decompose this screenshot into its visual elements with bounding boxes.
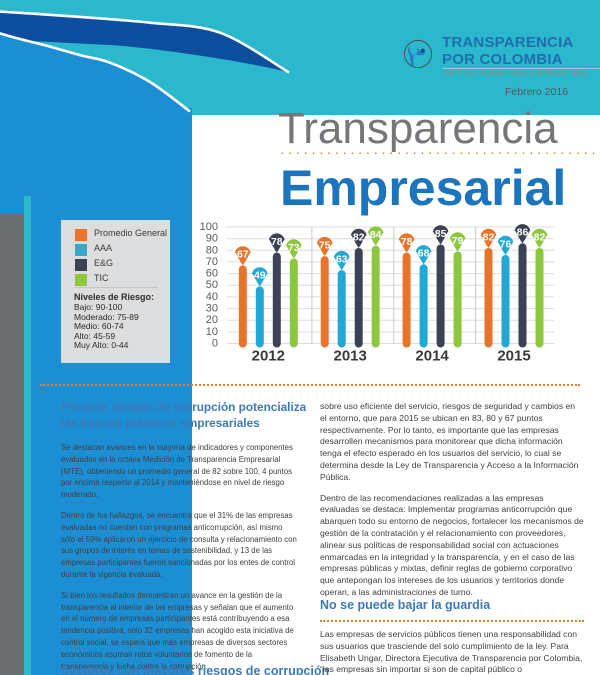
svg-text:79: 79 <box>452 235 464 247</box>
svg-text:2013: 2013 <box>334 348 367 365</box>
svg-text:86: 86 <box>517 227 529 239</box>
svg-text:82: 82 <box>534 231 546 243</box>
svg-text:78: 78 <box>401 236 413 248</box>
svg-text:70: 70 <box>206 256 218 268</box>
svg-text:0: 0 <box>212 338 218 350</box>
svg-text:85: 85 <box>435 228 447 240</box>
svg-text:10: 10 <box>206 326 218 338</box>
svg-text:90: 90 <box>206 233 218 245</box>
svg-text:49: 49 <box>254 270 266 282</box>
svg-text:2014: 2014 <box>415 348 449 365</box>
svg-text:40: 40 <box>206 291 218 303</box>
svg-text:63: 63 <box>336 253 348 265</box>
svg-text:68: 68 <box>418 248 430 260</box>
svg-text:2012: 2012 <box>252 348 285 365</box>
svg-text:73: 73 <box>288 242 300 254</box>
svg-text:84: 84 <box>370 229 382 241</box>
svg-text:100: 100 <box>200 221 218 233</box>
svg-text:82: 82 <box>353 231 365 243</box>
svg-text:76: 76 <box>500 238 512 250</box>
svg-text:20: 20 <box>206 314 218 326</box>
svg-text:50: 50 <box>206 279 218 291</box>
svg-text:30: 30 <box>206 303 218 315</box>
svg-text:67: 67 <box>237 249 249 261</box>
svg-text:80: 80 <box>206 244 218 256</box>
svg-text:75: 75 <box>319 239 331 251</box>
svg-text:78: 78 <box>271 236 283 248</box>
svg-text:82: 82 <box>483 231 495 243</box>
svg-text:60: 60 <box>206 268 218 280</box>
svg-text:2015: 2015 <box>497 348 530 365</box>
